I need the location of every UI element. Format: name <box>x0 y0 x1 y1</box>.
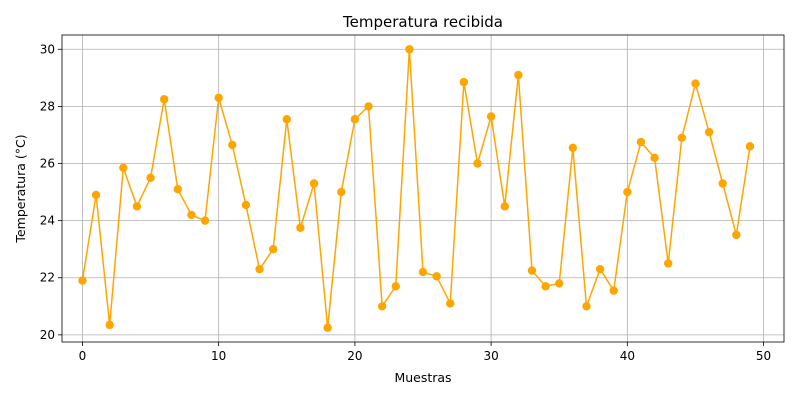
y-axis-ticks: 20 22 24 26 28 30 <box>40 42 62 342</box>
data-point <box>146 173 155 182</box>
data-point <box>446 299 455 308</box>
data-point <box>609 286 618 295</box>
y-tick-label: 20 <box>40 328 55 342</box>
data-point <box>309 179 319 188</box>
data-point <box>650 153 659 162</box>
data-point <box>105 320 114 330</box>
data-point <box>377 302 387 311</box>
y-tick-label: 26 <box>40 157 55 171</box>
y-axis-label: Temperatura (°C) <box>13 134 28 243</box>
chart-title: Temperatura recibida <box>342 13 503 31</box>
data-point <box>732 230 741 240</box>
data-point <box>350 115 360 124</box>
y-tick-label: 28 <box>40 99 55 113</box>
data-point <box>473 159 482 168</box>
x-tick-label: 40 <box>620 349 635 363</box>
data-point <box>704 127 714 137</box>
x-tick-label: 10 <box>211 349 226 363</box>
data-point <box>391 282 400 291</box>
series-temperatura <box>78 45 755 332</box>
data-point <box>268 244 278 254</box>
x-axis-label: Muestras <box>394 370 451 385</box>
y-tick-label: 24 <box>40 214 55 228</box>
data-point <box>173 185 182 194</box>
data-point <box>418 267 428 277</box>
x-axis-ticks: 0 10 20 30 40 50 <box>79 342 771 363</box>
data-point <box>187 210 196 220</box>
x-tick-label: 50 <box>756 349 771 363</box>
data-point <box>582 302 591 311</box>
data-point <box>337 187 346 197</box>
y-tick-label: 30 <box>40 42 55 56</box>
data-point <box>241 200 251 210</box>
data-point <box>555 279 564 288</box>
data-point <box>745 142 755 151</box>
data-point <box>691 79 700 88</box>
data-point <box>119 163 128 172</box>
data-point <box>664 259 673 268</box>
data-point <box>91 190 101 200</box>
data-point <box>159 95 169 104</box>
data-point <box>432 272 441 281</box>
series-line <box>81 48 751 329</box>
x-tick-label: 30 <box>483 349 498 363</box>
data-point <box>405 45 414 54</box>
data-point <box>200 216 210 225</box>
data-point <box>132 202 142 211</box>
data-point <box>296 223 305 232</box>
data-point <box>568 143 578 153</box>
data-point <box>282 115 291 124</box>
data-point <box>677 133 687 143</box>
data-point <box>255 264 264 274</box>
data-point <box>364 102 373 111</box>
x-tick-label: 0 <box>79 349 87 363</box>
y-tick-label: 22 <box>40 271 55 285</box>
data-point <box>459 77 469 87</box>
data-point <box>486 112 496 121</box>
data-point <box>718 179 727 188</box>
data-point <box>514 70 523 80</box>
data-point <box>623 187 632 197</box>
data-point <box>541 282 550 291</box>
data-point <box>527 266 537 275</box>
plot-frame <box>61 34 785 343</box>
data-point <box>636 137 646 147</box>
data-point <box>78 276 87 285</box>
data-point <box>228 140 237 150</box>
data-point <box>500 202 509 211</box>
data-point <box>595 264 605 274</box>
data-point <box>214 93 223 103</box>
x-tick-label: 20 <box>347 349 362 363</box>
data-point <box>323 323 332 332</box>
